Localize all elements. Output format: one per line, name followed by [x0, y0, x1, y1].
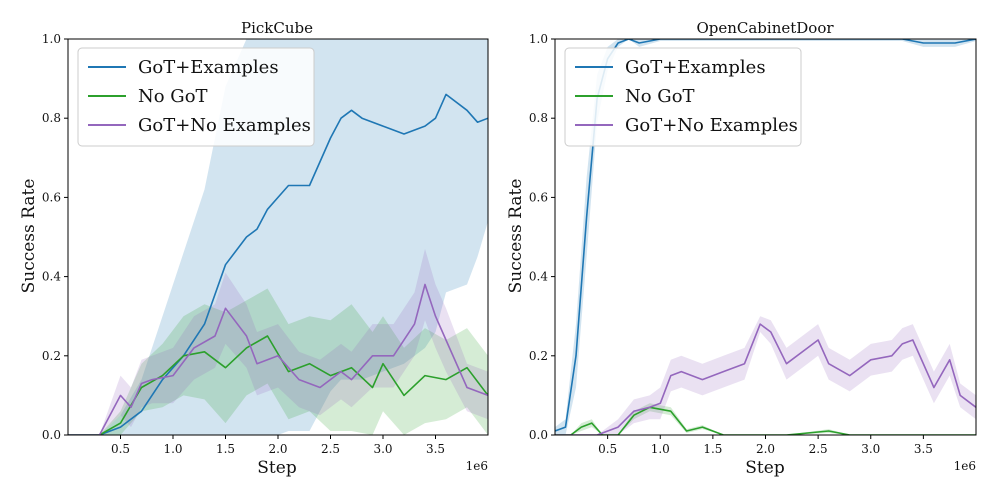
x-axis-label: Step — [745, 458, 785, 478]
x-tick-label: 1.5 — [703, 442, 722, 456]
y-tick-label: 0.4 — [529, 270, 548, 284]
y-tick-label: 0.2 — [529, 349, 548, 363]
legend: GoT+Examples No GoT GoT+No Examples — [77, 47, 315, 147]
series-layer — [68, 39, 488, 435]
band-got-examples — [68, 39, 488, 435]
y-tick-label: 0.6 — [42, 190, 61, 204]
plot-area — [68, 39, 488, 435]
x-axis-label: Step — [257, 458, 297, 478]
band-got-no-examples — [68, 248, 488, 435]
y-tick-label: 1.0 — [529, 32, 548, 46]
series-line-no-got — [68, 335, 488, 435]
x-tick-label: 0.5 — [111, 442, 130, 456]
x-tick-label: 2.5 — [321, 442, 340, 456]
x-tick-label: 0.5 — [598, 442, 617, 456]
legend-label-got-no-examples: GoT+No Examples — [625, 115, 798, 136]
x-tick-label: 1.5 — [216, 442, 235, 456]
y-tick-label: 0.2 — [42, 349, 61, 363]
y-tick-label: 0.0 — [42, 428, 61, 442]
axes-layer: 0.0 0.2 0.4 0.6 0.8 1.0 0.5 1.0 1.5 2.0 2.5 3.0 3.5 — [529, 32, 977, 456]
y-axis-label: Success Rate — [506, 179, 526, 294]
legend: GoT+Examples No GoT GoT+No Examples — [564, 47, 802, 147]
axes-layer: 0.0 0.2 0.4 0.6 0.8 1.0 0.5 1.0 1.5 2.0 2.5 3.0 3.5 — [42, 32, 489, 456]
x-tick-label: 3.5 — [914, 442, 933, 456]
legend-label-got-no-examples: GoT+No Examples — [138, 115, 311, 136]
x-tick-label: 3.5 — [426, 442, 445, 456]
chart-pickcube: PickCube Success Rate Step 1e6 0.0 0.2 0.4… — [19, 19, 489, 478]
chart-title: PickCube — [241, 19, 313, 37]
series-line-no-got — [555, 406, 976, 435]
x-tick-label: 1.0 — [651, 442, 670, 456]
y-tick-label: 0.4 — [42, 270, 61, 284]
series-line-got-no-examples — [68, 283, 488, 435]
chart-opencabinetdoor: OpenCabinetDoor Success Rate Step 1e6 0.… — [506, 19, 977, 478]
y-tick-label: 0.6 — [529, 190, 548, 204]
legend-label-got-examples: GoT+Examples — [625, 57, 766, 78]
legend-label-no-got: No GoT — [138, 86, 208, 107]
series-line-got-examples — [555, 39, 976, 432]
x-tick-label: 2.0 — [268, 442, 287, 456]
band-no-got — [555, 403, 976, 435]
y-tick-label: 0.0 — [529, 428, 548, 442]
x-tick-label: 1.0 — [163, 442, 182, 456]
y-tick-label: 1.0 — [42, 32, 61, 46]
band-got-no-examples — [555, 316, 976, 435]
x-tick-label: 3.0 — [373, 442, 392, 456]
x-tick-label: 3.0 — [861, 442, 880, 456]
legend-box — [77, 47, 315, 147]
x-multiplier-label: 1e6 — [466, 459, 488, 473]
x-multiplier-label: 1e6 — [954, 459, 976, 473]
y-axis-label: Success Rate — [19, 179, 39, 294]
chart-title: OpenCabinetDoor — [696, 19, 834, 37]
series-line-got-examples — [68, 93, 488, 435]
band-no-got — [68, 288, 488, 435]
x-tick-label: 2.5 — [809, 442, 828, 456]
legend-label-no-got: No GoT — [625, 86, 695, 107]
x-tick-label: 2.0 — [756, 442, 775, 456]
legend-label-got-examples: GoT+Examples — [138, 57, 279, 78]
y-tick-label: 0.8 — [42, 111, 61, 125]
legend-box — [564, 47, 802, 147]
y-tick-label: 0.8 — [529, 111, 548, 125]
series-line-got-no-examples — [555, 323, 976, 435]
